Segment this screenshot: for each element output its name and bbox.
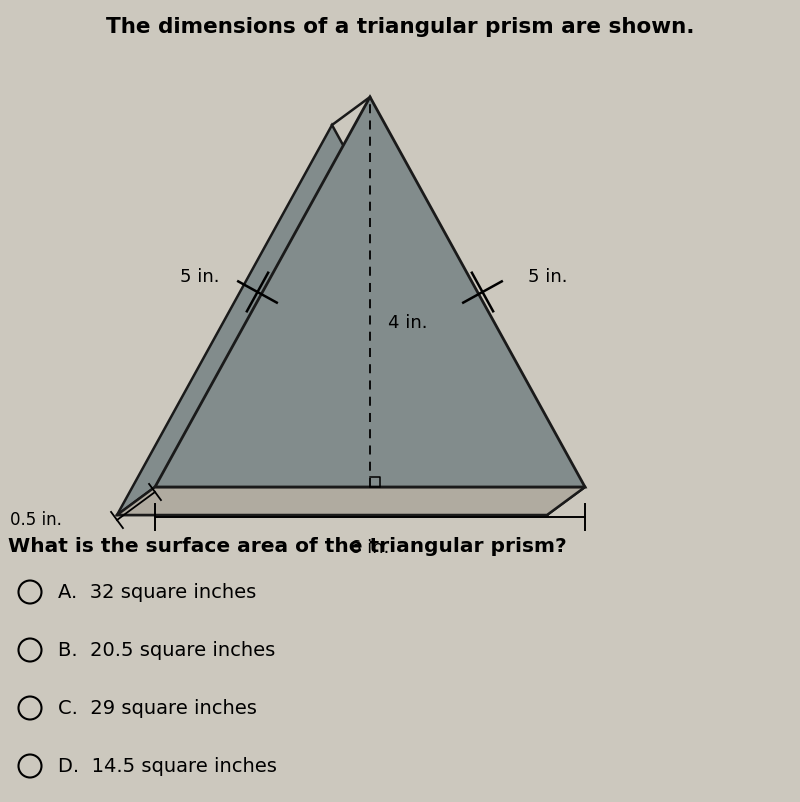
Text: A.  32 square inches: A. 32 square inches	[58, 582, 256, 602]
Text: 6 in.: 6 in.	[350, 539, 390, 557]
Text: 5 in.: 5 in.	[528, 268, 567, 286]
Polygon shape	[117, 487, 585, 515]
Text: 0.5 in.: 0.5 in.	[10, 511, 62, 529]
Polygon shape	[117, 125, 547, 515]
Text: The dimensions of a triangular prism are shown.: The dimensions of a triangular prism are…	[106, 17, 694, 37]
Text: D.  14.5 square inches: D. 14.5 square inches	[58, 756, 277, 776]
Text: 5 in.: 5 in.	[180, 268, 219, 286]
Text: C.  29 square inches: C. 29 square inches	[58, 699, 257, 718]
Polygon shape	[155, 97, 585, 487]
Text: B.  20.5 square inches: B. 20.5 square inches	[58, 641, 275, 659]
Text: 4 in.: 4 in.	[388, 314, 427, 332]
Text: What is the surface area of the triangular prism?: What is the surface area of the triangul…	[8, 537, 566, 556]
